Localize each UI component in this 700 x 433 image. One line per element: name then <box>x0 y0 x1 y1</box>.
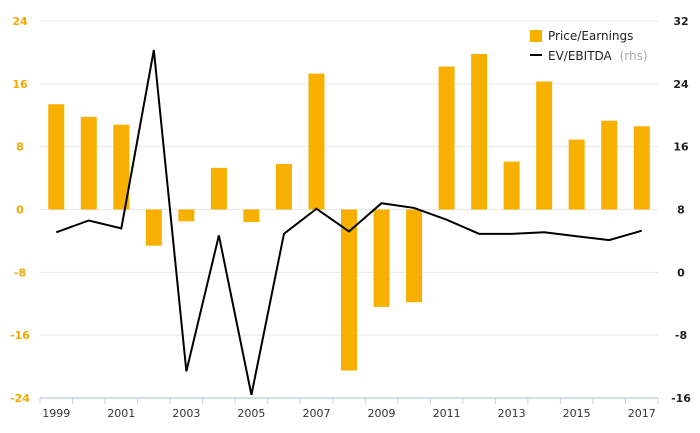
legend: Price/Earnings EV/EBITDA (rhs) <box>530 29 648 63</box>
left-tick-label: -16 <box>10 329 30 342</box>
x-axis-ticks: 1999 2001 2003 2005 2007 2009 2011 2013 2015 2017 <box>42 407 655 420</box>
left-tick-label: 8 <box>16 141 24 154</box>
legend-swatch-price-earnings <box>530 30 542 42</box>
x-tick-label: 2015 <box>563 407 591 420</box>
bar-price-earnings-2004 <box>210 167 227 210</box>
right-axis-ticks: 32 24 16 8 0 -8 -16 <box>671 15 691 405</box>
bar-price-earnings-2016 <box>601 120 618 210</box>
x-tick-label: 2009 <box>368 407 396 420</box>
right-tick-label: 16 <box>673 141 689 154</box>
bar-price-earnings-2003 <box>178 209 195 222</box>
x-tick-label: 1999 <box>42 407 70 420</box>
bar-price-earnings-2007 <box>308 73 325 210</box>
bar-series-price-earnings <box>48 53 650 371</box>
x-tick-label: 2007 <box>302 407 330 420</box>
axes <box>39 397 659 404</box>
bar-price-earnings-2015 <box>568 139 585 210</box>
bar-price-earnings-2012 <box>471 53 488 210</box>
x-tick-label: 2013 <box>498 407 526 420</box>
x-tick-label: 2017 <box>628 407 656 420</box>
x-tick-label: 2003 <box>172 407 200 420</box>
bar-price-earnings-2001 <box>113 124 130 210</box>
left-tick-label: 0 <box>16 204 24 217</box>
x-tick-label: 2011 <box>433 407 461 420</box>
x-tick-label: 2005 <box>237 407 265 420</box>
bar-price-earnings-2000 <box>80 116 97 210</box>
bar-price-earnings-2014 <box>536 81 553 210</box>
left-tick-label: -24 <box>10 392 30 405</box>
right-tick-label: 0 <box>677 266 685 279</box>
right-tick-label: 8 <box>677 204 685 217</box>
left-tick-label: -8 <box>14 266 26 279</box>
line-ev-ebitda <box>55 49 643 396</box>
bar-price-earnings-2006 <box>275 163 292 210</box>
right-tick-label: 32 <box>673 15 688 28</box>
legend-label-ev-ebitda-text: EV/EBITDA <box>548 49 613 63</box>
legend-note-rhs: (rhs) <box>620 49 648 63</box>
right-tick-label: -8 <box>675 329 687 342</box>
right-tick-label: 24 <box>673 78 689 91</box>
bar-price-earnings-2013 <box>503 161 520 210</box>
x-tick-label: 2001 <box>107 407 135 420</box>
legend-label-price-earnings: Price/Earnings <box>548 29 633 43</box>
bar-price-earnings-2010 <box>406 209 423 303</box>
bar-price-earnings-2017 <box>633 126 650 210</box>
bar-price-earnings-2005 <box>243 209 260 223</box>
left-tick-label: 16 <box>12 78 28 91</box>
bar-price-earnings-2009 <box>373 209 390 307</box>
left-tick-label: 24 <box>12 15 28 28</box>
legend-label-ev-ebitda: EV/EBITDA (rhs) <box>548 49 648 63</box>
left-axis-ticks: 24 16 8 0 -8 -16 -24 <box>10 15 30 405</box>
line-series-ev-ebitda <box>55 49 643 396</box>
bar-price-earnings-2011 <box>438 66 455 210</box>
bar-price-earnings-1999 <box>48 104 65 210</box>
bar-price-earnings-2008 <box>341 209 357 371</box>
right-tick-label: -16 <box>671 392 691 405</box>
bar-price-earnings-2002 <box>145 209 162 246</box>
